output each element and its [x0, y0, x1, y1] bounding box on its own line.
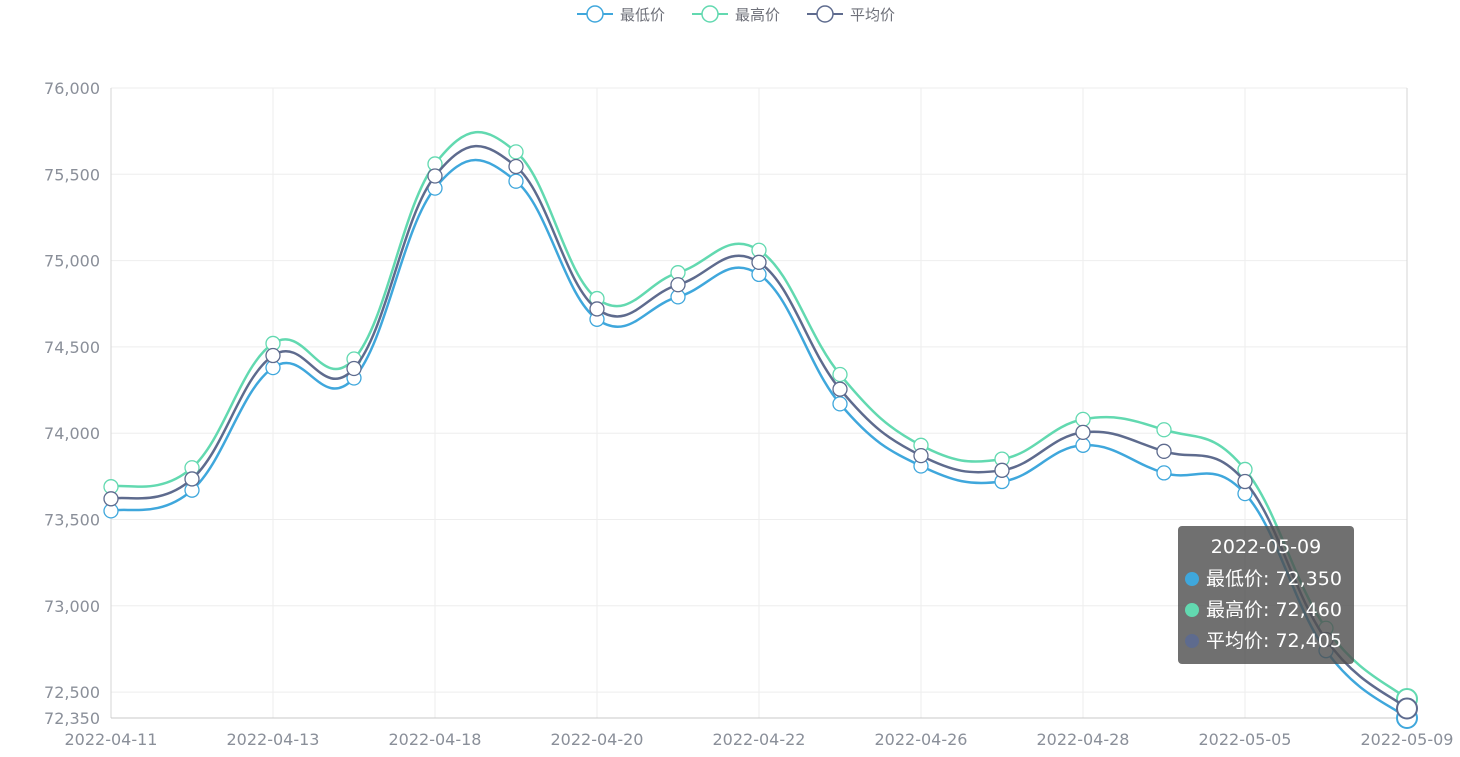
series-line[interactable]	[110, 130, 1408, 700]
data-point[interactable]	[1156, 422, 1172, 438]
tooltip-row-avg: 平均价: 72,405	[1185, 626, 1354, 657]
series-layer[interactable]	[103, 130, 1418, 729]
legend[interactable]: 最低价 最高价 平均价	[577, 5, 895, 24]
data-point[interactable]	[1396, 697, 1418, 720]
series-line[interactable]	[110, 158, 1408, 719]
x-tick-label: 2022-04-22	[713, 730, 806, 749]
data-point[interactable]	[1075, 411, 1091, 428]
tooltip-dot-avg	[1185, 634, 1199, 648]
y-tick-label: 74,500	[44, 338, 100, 357]
legend-label[interactable]: 最高价	[735, 6, 780, 24]
legend-marker[interactable]	[701, 5, 719, 23]
x-tick-label: 2022-04-11	[65, 730, 158, 749]
x-tick-label: 2022-04-20	[551, 730, 644, 749]
tooltip-label-avg: 平均价: 72,405	[1206, 630, 1342, 652]
x-tick-label: 2022-05-09	[1361, 730, 1454, 749]
x-tick-label: 2022-04-18	[389, 730, 482, 749]
y-tick-label: 73,500	[44, 511, 100, 530]
data-point[interactable]	[1075, 424, 1091, 440]
series-1[interactable]	[103, 130, 1418, 711]
x-tick-label: 2022-04-13	[227, 730, 320, 749]
data-point[interactable]	[1156, 443, 1172, 459]
data-point[interactable]	[670, 277, 686, 293]
legend-item[interactable]: 最低价	[577, 5, 665, 24]
data-point[interactable]	[265, 347, 281, 364]
series-2[interactable]	[103, 144, 1418, 720]
y-tick-label: 75,500	[44, 165, 100, 184]
y-tick-label: 74,000	[44, 424, 100, 443]
y-tick-label: 72,350	[44, 709, 100, 728]
tooltip-row-low: 最低价: 72,350	[1185, 564, 1354, 595]
data-point[interactable]	[589, 301, 605, 317]
legend-item[interactable]: 最高价	[692, 5, 780, 24]
tooltip: 2022-05-09 最低价: 72,350 最高价: 72,460 平均价: …	[1178, 526, 1354, 664]
x-tick-label: 2022-05-05	[1199, 730, 1292, 749]
tooltip-title: 2022-05-09	[1210, 536, 1322, 558]
tooltip-row-high: 最高价: 72,460	[1185, 595, 1354, 626]
y-tick-label: 75,000	[44, 252, 100, 271]
legend-marker[interactable]	[586, 5, 604, 23]
legend-label[interactable]: 最低价	[620, 6, 665, 24]
data-point[interactable]	[427, 168, 443, 184]
grid-lines	[110, 87, 1408, 718]
tooltip-label-high: 最高价: 72,460	[1206, 599, 1342, 621]
tooltip-dot-low	[1185, 572, 1199, 586]
data-point[interactable]	[832, 396, 848, 412]
data-point[interactable]	[994, 462, 1010, 478]
legend-marker[interactable]	[816, 5, 834, 23]
series-0[interactable]	[103, 158, 1418, 729]
series-line[interactable]	[110, 144, 1408, 710]
x-tick-label: 2022-04-26	[875, 730, 968, 749]
y-tick-label: 73,000	[44, 597, 100, 616]
tooltip-label-low: 最低价: 72,350	[1206, 568, 1342, 590]
data-point[interactable]	[913, 447, 929, 464]
data-point[interactable]	[184, 471, 200, 487]
tooltip-dot-high	[1185, 603, 1199, 617]
data-point[interactable]	[103, 491, 119, 507]
axes: 72,350 72,500 73,000 73,500 74,000 74,500 75,0…	[44, 79, 1453, 749]
y-tick-label: 72,500	[44, 683, 100, 702]
legend-item[interactable]: 平均价	[807, 5, 895, 24]
data-point[interactable]	[346, 360, 362, 377]
y-tick-label: 76,000	[44, 79, 100, 98]
x-tick-label: 2022-04-28	[1037, 730, 1130, 749]
data-point[interactable]	[1156, 465, 1172, 481]
data-point[interactable]	[508, 144, 524, 160]
data-point[interactable]	[751, 254, 767, 270]
data-point[interactable]	[508, 158, 524, 175]
data-point[interactable]	[1075, 437, 1091, 453]
data-point[interactable]	[832, 381, 848, 397]
data-point[interactable]	[832, 366, 848, 383]
legend-label[interactable]: 平均价	[850, 6, 895, 24]
data-point[interactable]	[508, 173, 524, 189]
data-point[interactable]	[1237, 473, 1253, 490]
